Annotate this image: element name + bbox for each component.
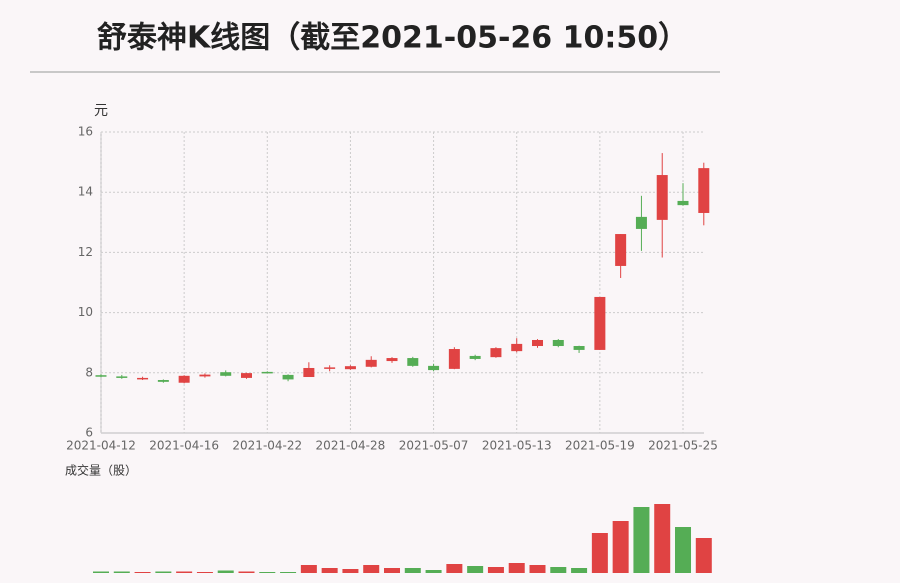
candle-body <box>407 358 419 366</box>
volume-bar <box>675 527 692 573</box>
candle-body <box>532 339 544 347</box>
volume-bar <box>425 570 442 573</box>
volume-bar <box>695 538 712 573</box>
candle-body <box>386 358 398 362</box>
candle-body <box>428 365 440 371</box>
volume-bar <box>155 571 172 573</box>
candle-body <box>511 343 523 352</box>
candle-body <box>137 377 149 380</box>
x-tick-label: 2021-04-22 <box>232 439 302 453</box>
volume-bar <box>571 568 588 573</box>
candle-body <box>594 296 606 350</box>
candle-body <box>116 376 128 378</box>
x-tick-label: 2021-05-07 <box>399 439 469 453</box>
y-tick-label: 12 <box>78 245 93 259</box>
candle-body <box>303 367 315 378</box>
y-tick-label: 14 <box>78 185 93 199</box>
volume-bar <box>176 571 193 573</box>
candle-body <box>615 234 627 266</box>
candle-body <box>178 375 190 383</box>
candle-body <box>220 372 232 376</box>
volume-bar <box>217 570 234 573</box>
candle-body <box>552 339 564 347</box>
candle-body <box>282 374 294 380</box>
volume-bar <box>134 572 151 573</box>
y-tick-label: 6 <box>85 426 93 440</box>
x-tick-label: 2021-04-12 <box>66 439 136 453</box>
candle-body <box>261 371 273 374</box>
candle-body <box>199 374 211 377</box>
x-tick-label: 2021-04-28 <box>316 439 386 453</box>
volume-bar <box>363 565 380 573</box>
y-axis-label: 元 <box>94 103 108 119</box>
candle-body <box>469 355 481 359</box>
volume-bar <box>487 567 504 573</box>
candle-body <box>635 216 647 229</box>
candle-body <box>573 346 585 350</box>
candle-body <box>157 380 169 382</box>
candle-body <box>365 359 377 367</box>
volume-bar <box>342 569 359 573</box>
volume-bar <box>529 565 546 573</box>
x-tick-label: 2021-05-25 <box>648 439 718 453</box>
volume-bar <box>259 572 276 573</box>
candle-body <box>677 200 689 206</box>
y-tick-label: 10 <box>78 305 93 319</box>
volume-bar <box>591 533 608 573</box>
volume-bar <box>446 564 463 573</box>
volume-bar <box>321 568 338 573</box>
volume-label: 成交量（股） <box>65 463 137 478</box>
y-tick-label: 8 <box>85 365 93 379</box>
candle-body <box>95 375 107 377</box>
candle-body <box>241 373 253 378</box>
volume-bar <box>93 571 109 573</box>
candle-body <box>490 348 502 358</box>
chart-title: 舒泰神K线图（截至2021-05-26 10:50） <box>97 21 688 56</box>
candle-body <box>698 168 710 213</box>
volume-bar <box>508 563 525 573</box>
volume-bar <box>113 571 130 573</box>
x-tick-label: 2021-05-13 <box>482 439 552 453</box>
candle-body <box>656 175 668 220</box>
candle-body <box>324 367 336 369</box>
volume-bar <box>196 572 213 573</box>
y-tick-label: 16 <box>78 125 93 139</box>
candle-body <box>344 366 356 370</box>
volume-bar <box>633 507 650 573</box>
volume-bar <box>612 521 629 573</box>
volume-bar <box>384 568 401 573</box>
volume-bar <box>300 565 317 573</box>
x-tick-label: 2021-05-19 <box>565 439 635 453</box>
x-tick-label: 2021-04-16 <box>149 439 219 453</box>
volume-bar <box>280 572 297 573</box>
volume-bar <box>467 566 484 573</box>
volume-bar <box>238 571 255 573</box>
volume-bar <box>654 504 671 573</box>
volume-bar <box>404 568 421 573</box>
candle-body <box>448 349 460 369</box>
volume-bar <box>550 567 567 573</box>
